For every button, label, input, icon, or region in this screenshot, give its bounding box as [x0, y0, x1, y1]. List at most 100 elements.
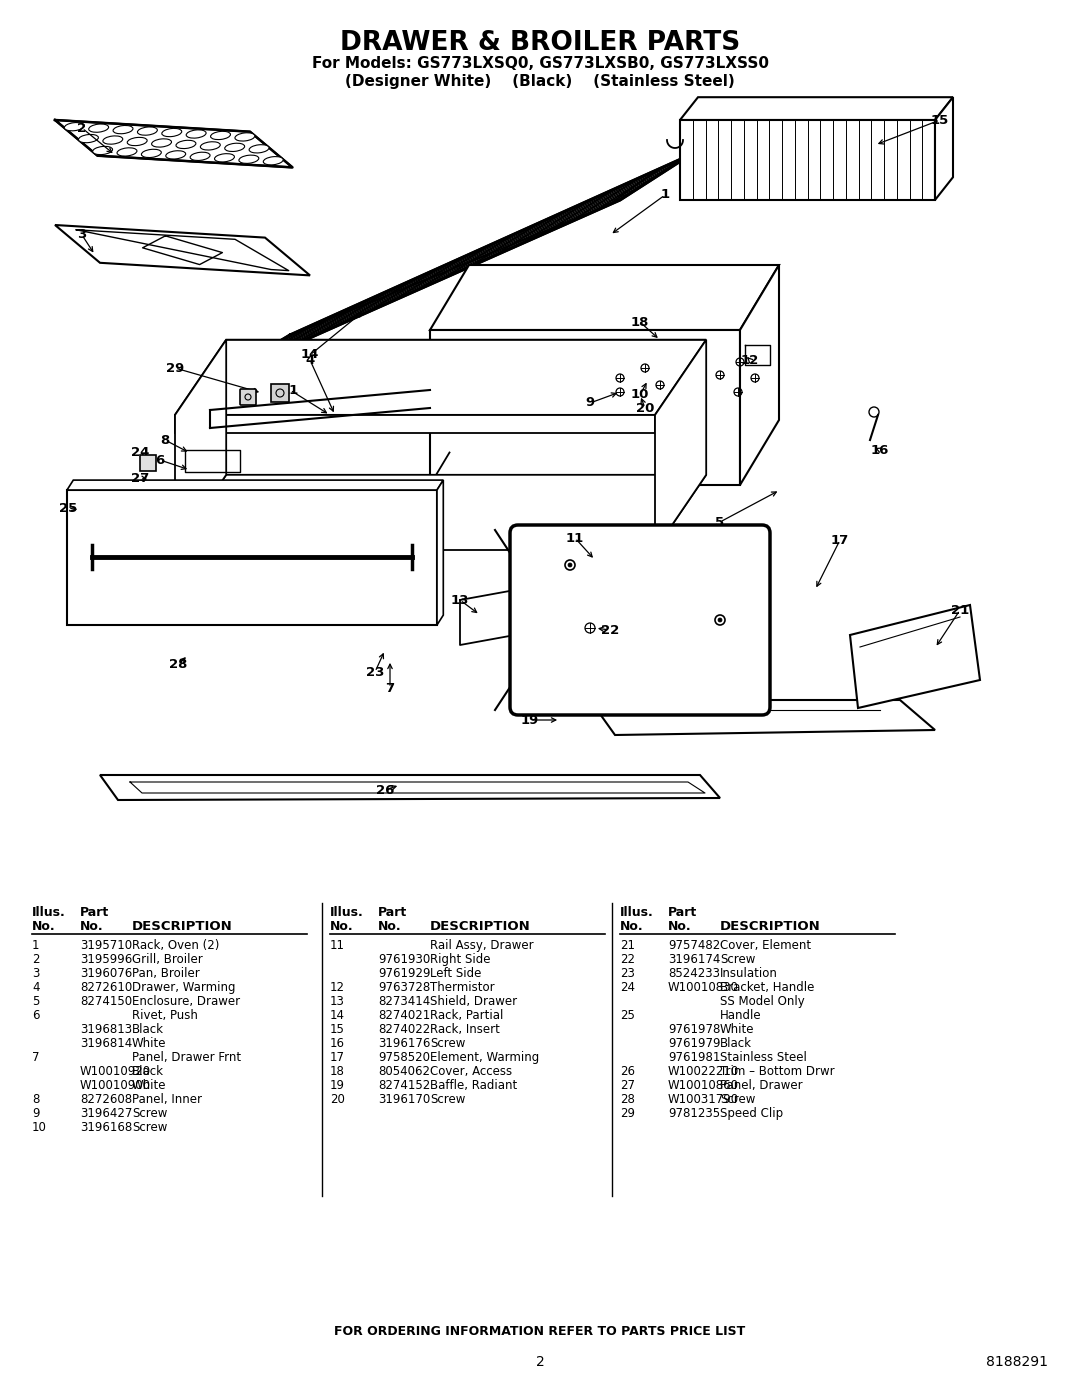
Ellipse shape: [103, 136, 123, 144]
FancyBboxPatch shape: [240, 388, 256, 405]
Text: 6: 6: [156, 454, 164, 467]
Text: FOR ORDERING INFORMATION REFER TO PARTS PRICE LIST: FOR ORDERING INFORMATION REFER TO PARTS …: [335, 1324, 745, 1338]
Polygon shape: [437, 481, 443, 624]
Text: 2: 2: [78, 122, 86, 134]
Text: 9761979: 9761979: [669, 1037, 720, 1051]
Text: 8272610: 8272610: [80, 981, 132, 995]
Text: DESCRIPTION: DESCRIPTION: [430, 921, 530, 933]
Text: 21: 21: [950, 604, 969, 616]
Text: 3195710: 3195710: [80, 939, 132, 951]
Circle shape: [568, 563, 572, 567]
Text: 28: 28: [168, 658, 187, 672]
Polygon shape: [175, 475, 706, 550]
Text: Part: Part: [669, 907, 698, 919]
Text: 1: 1: [32, 939, 40, 951]
Text: 21: 21: [620, 939, 635, 951]
Text: For Models: GS773LXSQ0, GS773LXSB0, GS773LXSS0: For Models: GS773LXSQ0, GS773LXSB0, GS77…: [311, 56, 769, 71]
Text: 27: 27: [620, 1078, 635, 1092]
Text: 26: 26: [376, 784, 394, 796]
Ellipse shape: [93, 147, 112, 155]
Text: Shield, Drawer: Shield, Drawer: [430, 995, 517, 1009]
Text: Part: Part: [378, 907, 407, 919]
Polygon shape: [740, 265, 779, 485]
Text: 9761981: 9761981: [669, 1051, 720, 1065]
Text: 8274022: 8274022: [378, 1023, 430, 1037]
Text: No.: No.: [620, 921, 644, 933]
Text: 9761929: 9761929: [378, 967, 431, 981]
Text: 13: 13: [450, 594, 469, 606]
Text: 20: 20: [330, 1092, 345, 1106]
Ellipse shape: [264, 156, 283, 165]
Text: Thermistor: Thermistor: [430, 981, 495, 995]
Polygon shape: [654, 339, 706, 550]
Text: 9: 9: [585, 397, 595, 409]
Polygon shape: [215, 155, 690, 380]
Text: Illus.: Illus.: [620, 907, 653, 919]
Text: W10010830: W10010830: [669, 981, 739, 995]
Polygon shape: [430, 265, 779, 330]
Text: 3: 3: [78, 229, 86, 242]
Text: 13: 13: [330, 995, 345, 1009]
Polygon shape: [680, 120, 935, 200]
FancyBboxPatch shape: [510, 525, 770, 715]
Text: 12: 12: [330, 981, 345, 995]
Text: 8274021: 8274021: [378, 1009, 430, 1023]
Text: 3196813: 3196813: [80, 1023, 132, 1037]
Text: 10: 10: [32, 1120, 46, 1134]
Text: White: White: [132, 1037, 166, 1051]
Text: 25: 25: [59, 502, 77, 514]
Text: 5: 5: [715, 515, 725, 528]
Text: Black: Black: [132, 1065, 164, 1078]
Text: 10: 10: [631, 388, 649, 401]
Ellipse shape: [176, 140, 195, 148]
Text: 23: 23: [366, 665, 384, 679]
Ellipse shape: [137, 127, 158, 136]
Polygon shape: [590, 700, 935, 735]
Text: Pan, Broiler: Pan, Broiler: [132, 967, 200, 981]
Text: Handle: Handle: [720, 1009, 761, 1023]
Text: DESCRIPTION: DESCRIPTION: [132, 921, 233, 933]
Text: 3: 3: [32, 967, 39, 981]
Text: Speed Clip: Speed Clip: [720, 1106, 783, 1120]
Text: 18: 18: [330, 1065, 345, 1078]
Text: W10010860: W10010860: [669, 1078, 739, 1092]
Text: 29: 29: [166, 362, 184, 374]
Ellipse shape: [249, 145, 269, 152]
Text: Screw: Screw: [430, 1037, 465, 1051]
Text: 9781235: 9781235: [669, 1106, 720, 1120]
Text: 3196174: 3196174: [669, 953, 720, 965]
Text: 8274150: 8274150: [80, 995, 132, 1009]
Text: 15: 15: [931, 113, 949, 127]
FancyBboxPatch shape: [522, 536, 758, 703]
Ellipse shape: [79, 134, 98, 142]
Text: 4: 4: [306, 353, 314, 366]
Text: 9: 9: [32, 1106, 40, 1120]
Text: 12: 12: [741, 353, 759, 366]
Text: 14: 14: [330, 1009, 345, 1023]
Ellipse shape: [141, 149, 161, 158]
Text: Screw: Screw: [720, 1092, 755, 1106]
Text: No.: No.: [80, 921, 104, 933]
Text: Illus.: Illus.: [330, 907, 364, 919]
Text: 3196814: 3196814: [80, 1037, 132, 1051]
Text: Rack, Partial: Rack, Partial: [430, 1009, 503, 1023]
Text: 9761978: 9761978: [669, 1023, 720, 1037]
Polygon shape: [430, 330, 740, 485]
Ellipse shape: [235, 133, 255, 141]
Text: Element, Warming: Element, Warming: [430, 1051, 539, 1065]
Text: Black: Black: [720, 1037, 752, 1051]
Text: 28: 28: [620, 1092, 635, 1106]
Text: 17: 17: [831, 534, 849, 546]
Text: 3196076: 3196076: [80, 967, 132, 981]
Text: Black: Black: [132, 1023, 164, 1037]
Ellipse shape: [127, 137, 147, 145]
Ellipse shape: [162, 129, 181, 137]
Text: No.: No.: [330, 921, 353, 933]
Text: 6: 6: [32, 1009, 40, 1023]
Text: 3196168: 3196168: [80, 1120, 132, 1134]
Text: 20: 20: [636, 401, 654, 415]
Polygon shape: [850, 605, 980, 708]
Ellipse shape: [186, 130, 206, 138]
Text: Right Side: Right Side: [430, 953, 490, 965]
Polygon shape: [680, 98, 953, 120]
